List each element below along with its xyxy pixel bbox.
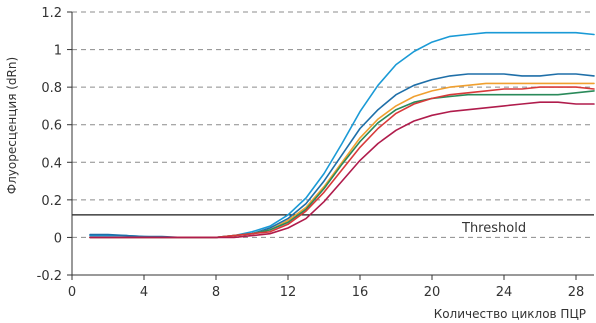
y-tick-label: 0.4 <box>41 156 62 171</box>
series-line-1 <box>89 31 595 239</box>
gridlines <box>72 11 594 238</box>
axes <box>71 12 594 276</box>
y-axis-ticks: -0.2 0 0.2 0.4 0.6 0.8 1 1.2 <box>37 6 72 284</box>
series-line-2 <box>89 73 595 239</box>
series-lines <box>89 31 595 239</box>
y-tick-label: 1 <box>54 44 62 59</box>
y-tick-label: 0.8 <box>41 81 62 96</box>
y-tick-label: 0 <box>54 231 62 246</box>
y-tick-label: 0.6 <box>41 119 62 134</box>
y-tick-label: 1.2 <box>41 6 62 21</box>
x-tick-label: 28 <box>568 285 585 300</box>
threshold: Threshold <box>72 214 594 236</box>
x-axis-label: Количество циклов ПЦР <box>434 307 586 321</box>
x-tick-label: 24 <box>496 285 513 300</box>
x-tick-label: 12 <box>280 285 297 300</box>
x-tick-label: 20 <box>424 285 441 300</box>
x-axis-ticks: 0 4 8 12 16 20 24 28 <box>68 275 584 300</box>
x-tick-label: 16 <box>352 285 369 300</box>
x-tick-label: 0 <box>68 285 76 300</box>
y-tick-label: 0.2 <box>41 194 62 209</box>
y-axis-label: Флуоресценция (dRn) <box>5 57 19 194</box>
threshold-label: Threshold <box>461 221 526 236</box>
series-line-6 <box>89 101 595 239</box>
y-tick-label: -0.2 <box>37 269 62 284</box>
x-tick-label: 8 <box>212 285 220 300</box>
x-tick-label: 4 <box>140 285 148 300</box>
